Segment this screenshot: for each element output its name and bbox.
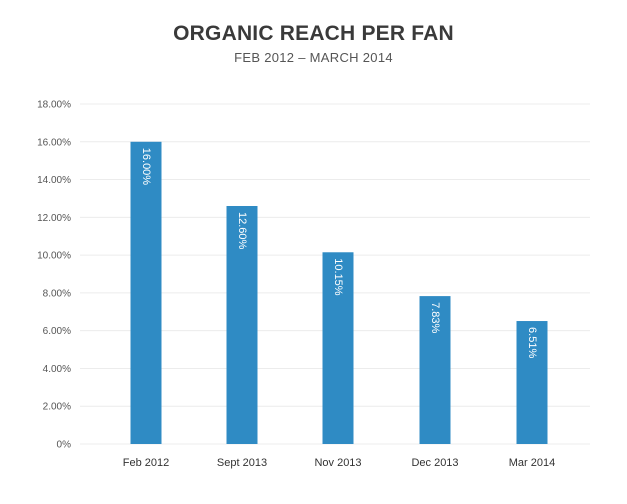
y-tick-label: 16.00% — [37, 137, 71, 148]
bar[interactable] — [226, 206, 258, 444]
bar-data-label: 10.15% — [332, 258, 344, 296]
x-category-label: Dec 2013 — [411, 457, 458, 469]
y-tick-label: 0% — [57, 440, 72, 451]
x-category-label: Feb 2012 — [123, 457, 169, 469]
bar[interactable] — [322, 252, 354, 444]
y-tick-label: 2.00% — [43, 402, 71, 413]
chart-subtitle: FEB 2012 – MARCH 2014 — [234, 50, 393, 65]
bar[interactable] — [419, 296, 451, 444]
y-tick-label: 4.00% — [43, 364, 71, 375]
bar-data-label: 6.51% — [526, 327, 538, 358]
y-tick-label: 14.00% — [37, 175, 71, 186]
y-tick-label: 12.00% — [37, 213, 71, 224]
bar-data-label: 16.00% — [140, 148, 152, 186]
bar[interactable] — [516, 321, 548, 444]
y-tick-label: 18.00% — [37, 100, 71, 111]
chart-title: ORGANIC REACH PER FAN — [173, 22, 454, 45]
y-tick-label: 8.00% — [43, 288, 71, 299]
x-category-label: Sept 2013 — [217, 457, 267, 469]
x-category-label: Mar 2014 — [509, 457, 555, 469]
y-tick-label: 6.00% — [43, 326, 71, 337]
bar[interactable] — [130, 141, 162, 444]
bar-data-label: 12.60% — [236, 212, 248, 250]
x-category-label: Nov 2013 — [314, 457, 361, 469]
bar-data-label: 7.83% — [429, 302, 441, 333]
y-tick-label: 10.00% — [37, 251, 71, 262]
